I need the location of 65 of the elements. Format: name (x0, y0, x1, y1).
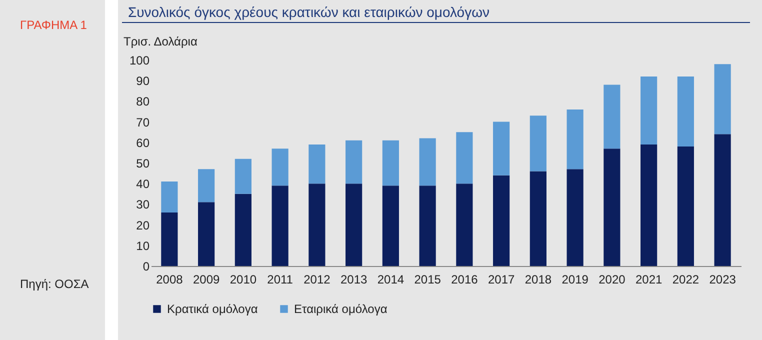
bar (382, 140, 399, 186)
bar (566, 169, 584, 266)
bar (308, 184, 326, 266)
bar (382, 186, 399, 266)
x-tick-label: 2012 (304, 272, 331, 286)
bar (272, 186, 288, 266)
bar (419, 138, 436, 186)
x-tick-label: 2013 (340, 272, 368, 286)
x-tick-label: 2020 (598, 272, 626, 286)
x-tick-label: 2021 (635, 272, 662, 286)
bar (677, 146, 694, 266)
y-tick-label: 70 (136, 115, 150, 130)
bar (234, 158, 252, 194)
y-tick-label: 50 (136, 156, 150, 170)
bar (346, 140, 362, 184)
bar (677, 76, 694, 147)
bar (566, 109, 584, 170)
bar (640, 144, 658, 266)
x-tick-label: 2014 (377, 272, 404, 286)
text: ΓΡΑΦΗΜΑ 1 (20, 18, 87, 32)
x-tick-label: 2010 (230, 272, 257, 286)
bar (493, 122, 510, 176)
bar (456, 184, 473, 266)
y-tick-label: 30 (136, 198, 150, 212)
bar (346, 184, 362, 266)
x-tick-label: 2015 (414, 272, 442, 286)
legend-label: Κρατικά ομόλογα (167, 302, 258, 316)
bar (272, 148, 288, 186)
x-tick-label: 2011 (267, 272, 294, 286)
x-tick-label: 2023 (709, 272, 736, 286)
bar (714, 64, 731, 134)
bar (530, 116, 546, 172)
y-tick-label: 90 (136, 74, 150, 88)
y-tick-label: 10 (136, 238, 150, 253)
bar (456, 132, 473, 184)
legend-label: Εταιρικά ομόλογα (294, 302, 388, 316)
x-tick-label: 2018 (524, 272, 552, 286)
bar (640, 76, 658, 144)
chart-title: Συνολικός όγκος χρέους κρατικών και εταιρικών ομολόγων (128, 4, 490, 20)
bar (604, 84, 620, 149)
bar (419, 186, 436, 266)
bar (308, 144, 326, 184)
x-tick-label: 2016 (451, 272, 478, 286)
y-tick-label: 80 (136, 94, 150, 109)
x-tick-label: 2009 (192, 272, 220, 286)
x-tick-label: 2017 (488, 272, 515, 286)
bar (161, 182, 178, 212)
bar (198, 202, 215, 266)
bar (604, 148, 620, 266)
y-tick-label: 60 (136, 136, 150, 150)
x-tick-label: 2022 (672, 272, 700, 286)
bar (714, 134, 731, 266)
bar (530, 171, 546, 266)
y-tick-label: 0 (142, 260, 150, 274)
y-axis-title: Τρισ. Δολάρια (124, 34, 198, 48)
x-tick-label: 2019 (562, 272, 589, 286)
bar (234, 194, 252, 266)
y-tick-label: 20 (136, 218, 150, 232)
y-tick-label: 100 (129, 54, 150, 68)
bar (493, 175, 510, 266)
bar (161, 212, 178, 266)
x-tick-label: 2008 (156, 272, 184, 286)
text: Πηγή: ΟΟΣΑ (20, 277, 89, 291)
bar (198, 169, 215, 202)
y-tick-label: 40 (136, 177, 150, 192)
